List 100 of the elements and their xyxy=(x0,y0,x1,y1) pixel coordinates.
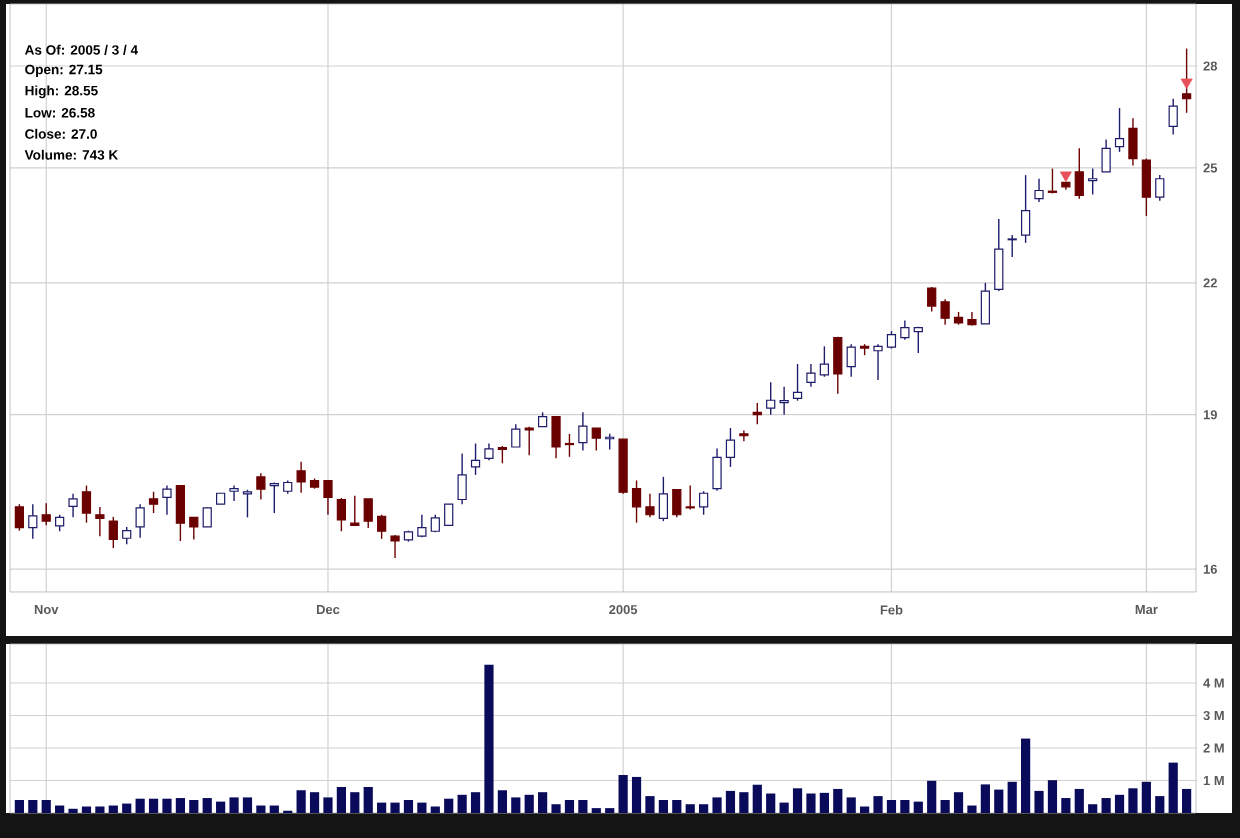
candlestick xyxy=(175,484,186,542)
bar xyxy=(886,800,897,813)
bar xyxy=(41,800,51,813)
bar xyxy=(108,805,118,813)
candlestick xyxy=(1034,178,1044,203)
bar xyxy=(55,805,65,813)
candlestick xyxy=(1047,167,1058,195)
candlestick xyxy=(256,472,266,501)
candlestick xyxy=(873,343,883,381)
bar xyxy=(940,800,950,813)
candlestick xyxy=(1007,234,1017,258)
candlestick xyxy=(1128,117,1138,167)
candlestick xyxy=(699,490,709,516)
bar xyxy=(752,784,762,813)
bar xyxy=(350,792,360,813)
candlestick xyxy=(269,481,279,514)
candlestick xyxy=(846,343,856,378)
candlestick xyxy=(900,319,910,341)
candlestick xyxy=(148,491,159,514)
bar xyxy=(1168,762,1178,813)
bar xyxy=(216,801,226,813)
bar xyxy=(538,792,548,813)
bar xyxy=(1047,780,1058,813)
bar xyxy=(497,790,507,813)
bar xyxy=(242,797,253,813)
bar xyxy=(122,803,132,813)
bar xyxy=(618,774,628,813)
candlestick xyxy=(1020,174,1031,244)
bar xyxy=(833,788,843,813)
candlestick xyxy=(833,336,843,395)
bar xyxy=(457,794,467,813)
bar xyxy=(953,792,964,813)
bar xyxy=(658,800,668,813)
candlestick xyxy=(672,489,682,519)
bar xyxy=(994,789,1004,813)
bar xyxy=(645,796,655,813)
bar xyxy=(873,796,883,813)
bar xyxy=(1114,794,1125,813)
bar xyxy=(135,798,145,813)
bar xyxy=(28,800,38,813)
bar xyxy=(269,805,279,813)
bar xyxy=(792,788,803,813)
candlestick xyxy=(685,484,695,511)
candlestick xyxy=(658,476,668,522)
bar xyxy=(927,780,937,813)
candlestick xyxy=(323,479,333,516)
bar xyxy=(1141,781,1151,813)
candlestick xyxy=(350,495,360,527)
candlestick xyxy=(645,493,655,519)
bar xyxy=(1007,781,1017,813)
candlestick xyxy=(363,498,373,529)
candlestick xyxy=(457,452,467,505)
candlestick xyxy=(1155,174,1165,202)
candlestick xyxy=(444,503,454,527)
candlestick xyxy=(1074,147,1084,200)
bar xyxy=(860,806,870,813)
candlestick xyxy=(95,506,105,537)
candlestick xyxy=(390,534,400,559)
bar xyxy=(148,798,159,813)
candlestick xyxy=(551,416,561,460)
bar xyxy=(913,801,923,813)
bar xyxy=(685,804,695,813)
candlestick xyxy=(524,426,534,457)
candlestick xyxy=(913,326,923,354)
candlestick xyxy=(779,386,789,416)
candlestick xyxy=(202,507,212,528)
bar xyxy=(1182,788,1192,813)
bar xyxy=(175,798,185,813)
bar xyxy=(430,806,440,813)
bar xyxy=(336,787,346,813)
candlestick xyxy=(1181,47,1192,114)
bar xyxy=(417,802,427,813)
candlestick xyxy=(296,461,306,494)
bar xyxy=(739,792,749,813)
candlestick xyxy=(1088,167,1098,196)
candlestick xyxy=(739,429,749,442)
candlestick xyxy=(1114,107,1125,153)
bar xyxy=(806,793,816,813)
candlestick xyxy=(108,516,118,549)
bar xyxy=(551,804,561,813)
bar xyxy=(444,798,454,813)
bar xyxy=(672,800,682,813)
bar xyxy=(377,802,387,813)
candlestick xyxy=(14,503,25,532)
candlestick xyxy=(631,479,642,524)
candlestick xyxy=(41,502,51,527)
candlestick xyxy=(819,345,829,378)
candlestick xyxy=(81,484,92,524)
bar xyxy=(1155,796,1165,813)
candlestick xyxy=(792,363,803,402)
candlestick xyxy=(28,503,38,540)
candlestick xyxy=(1101,138,1111,173)
bar xyxy=(189,800,199,813)
bar xyxy=(699,804,709,813)
candlestick xyxy=(766,381,776,416)
bar xyxy=(162,798,172,813)
bar xyxy=(81,806,92,813)
candlestick xyxy=(940,298,950,326)
bar xyxy=(95,806,105,813)
bar xyxy=(766,793,776,813)
